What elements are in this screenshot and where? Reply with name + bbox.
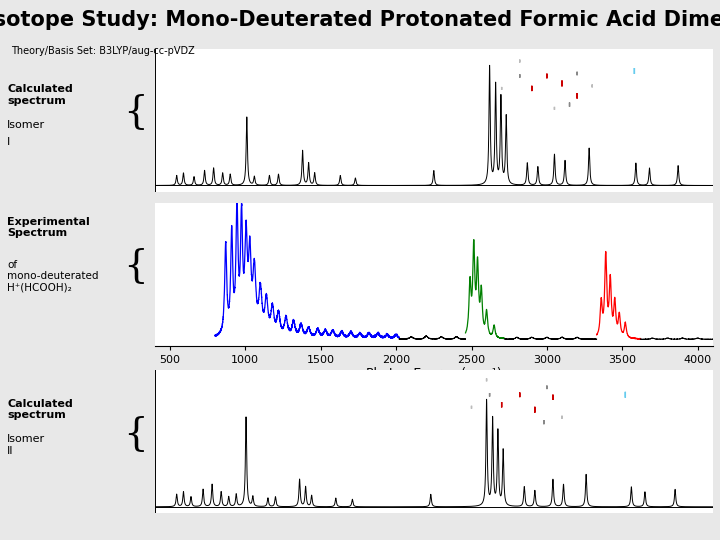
Text: Isomer
II: Isomer II [7,434,45,456]
Text: {: { [123,248,148,286]
X-axis label: Photon Energy (cm⁻¹): Photon Energy (cm⁻¹) [366,367,502,380]
Text: {: { [123,416,148,453]
Text: Theory/Basis Set: B3LYP/aug-cc-pVDZ: Theory/Basis Set: B3LYP/aug-cc-pVDZ [11,46,194,56]
Text: of
mono-deuterated
H⁺(HCOOH)₂: of mono-deuterated H⁺(HCOOH)₂ [7,260,99,293]
Text: Calculated
spectrum: Calculated spectrum [7,399,73,420]
Text: {: { [123,94,148,132]
Text: Isomer: Isomer [7,120,45,130]
Text: Isotope Study: Mono-Deuterated Protonated Formic Acid Dimer: Isotope Study: Mono-Deuterated Protonate… [0,10,720,30]
Text: I: I [7,137,11,147]
Text: Experimental
Spectrum: Experimental Spectrum [7,217,90,239]
Text: Calculated
spectrum: Calculated spectrum [7,84,73,106]
